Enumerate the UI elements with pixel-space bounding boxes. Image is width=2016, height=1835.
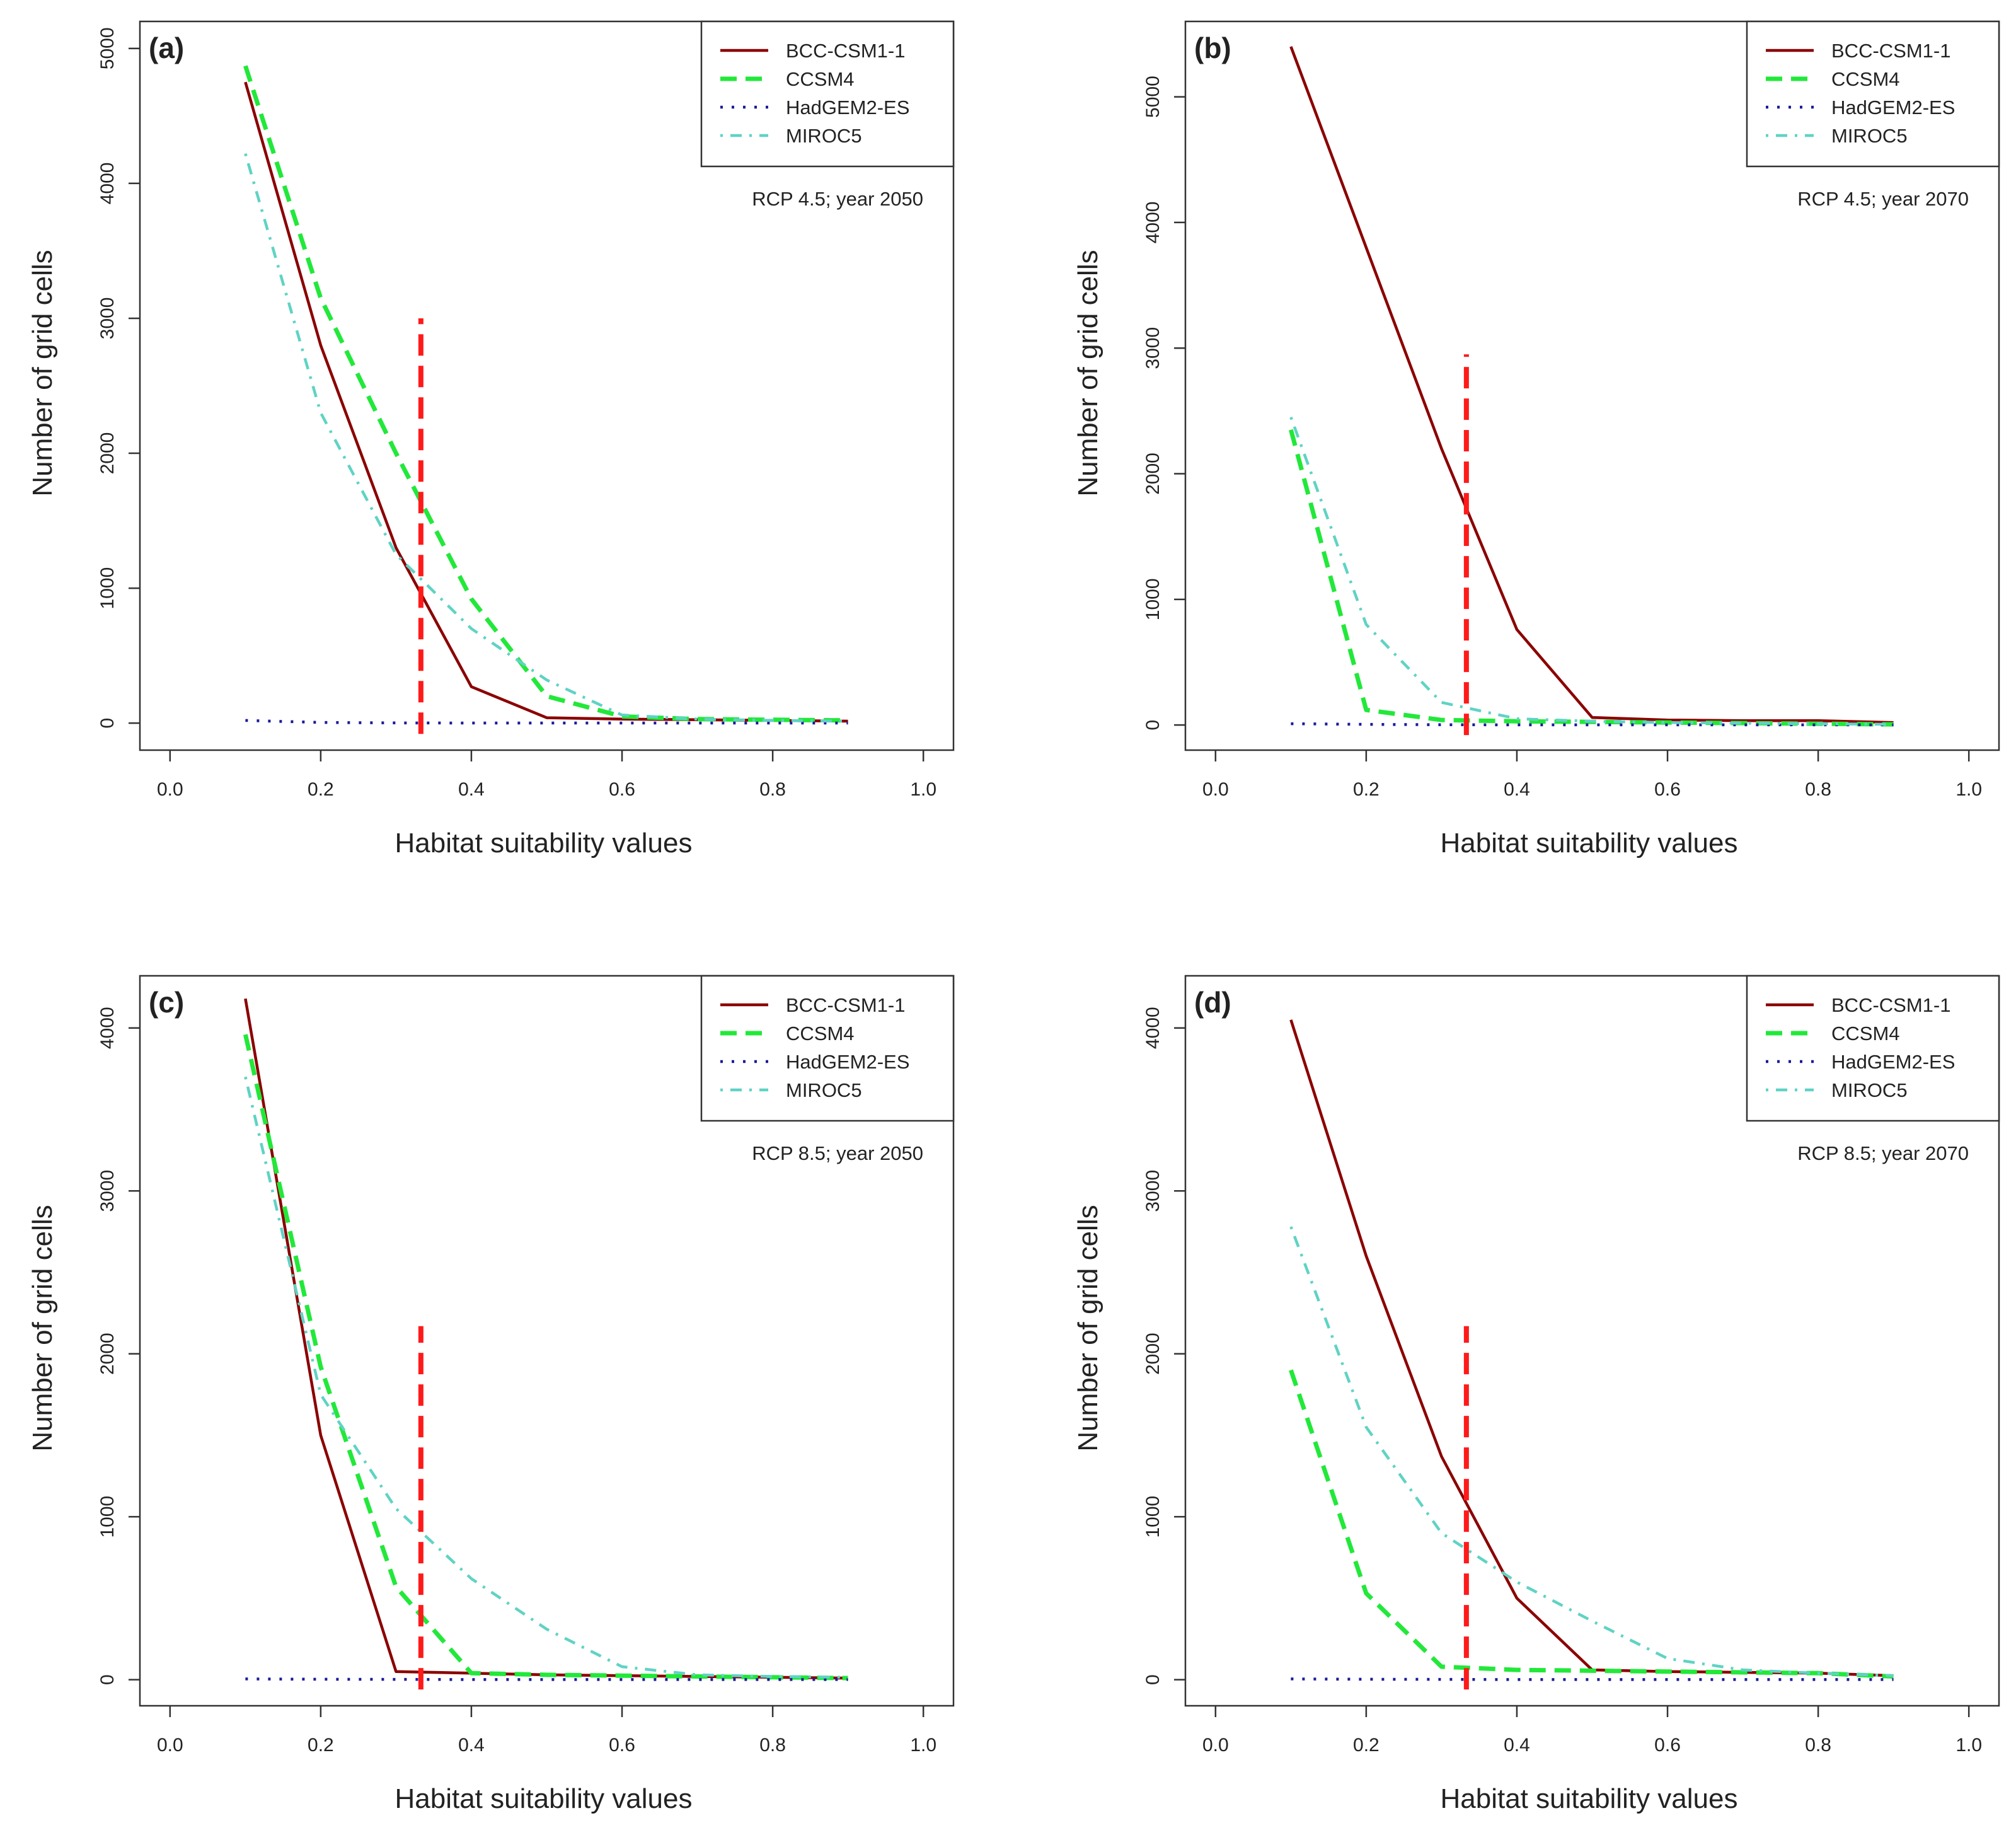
x-tick-label: 0.0 bbox=[157, 1735, 183, 1756]
x-tick-label: 0.4 bbox=[458, 779, 485, 800]
x-axis-title: Habitat suitability values bbox=[395, 1783, 692, 1814]
legend-entry: HadGEM2-ES bbox=[786, 96, 909, 119]
legend-entry: HadGEM2-ES bbox=[1831, 1051, 1955, 1073]
x-tick-label: 0.4 bbox=[1504, 1735, 1530, 1756]
y-axis-title: Number of grid cells bbox=[27, 1205, 58, 1451]
x-tick-label: 1.0 bbox=[910, 779, 936, 800]
y-tick-label: 2000 bbox=[1143, 1333, 1163, 1375]
scenario-annotation: RCP 8.5; year 2070 bbox=[1797, 1142, 1969, 1164]
panel-label: (c) bbox=[149, 986, 184, 1019]
legend-entry: CCSM4 bbox=[786, 68, 855, 90]
x-tick-label: 0.8 bbox=[759, 1735, 786, 1756]
x-tick-label: 1.0 bbox=[910, 1735, 936, 1756]
y-tick-label: 4000 bbox=[1143, 1007, 1163, 1049]
legend-entry: MIROC5 bbox=[1831, 1079, 1908, 1101]
y-tick-label: 1000 bbox=[1143, 578, 1163, 620]
y-tick-label: 0 bbox=[1143, 1674, 1163, 1685]
y-tick-label: 4000 bbox=[97, 1007, 118, 1049]
y-tick-label: 0 bbox=[97, 1674, 118, 1685]
legend-entry: MIROC5 bbox=[786, 1079, 862, 1101]
plot-frame bbox=[1184, 20, 2000, 751]
series-line-ccsm4 bbox=[1289, 1369, 1894, 1679]
legend-entry: MIROC5 bbox=[1831, 125, 1908, 147]
scenario-annotation: RCP 4.5; year 2070 bbox=[1797, 188, 1969, 210]
y-axis-title: Number of grid cells bbox=[27, 250, 58, 496]
plot-frame bbox=[1184, 975, 2000, 1707]
legend-entry: BCC-CSM1-1 bbox=[786, 40, 905, 62]
y-tick-label: 0 bbox=[97, 718, 118, 729]
legend-box bbox=[1746, 975, 2000, 1122]
x-tick-label: 1.0 bbox=[1956, 1735, 1982, 1756]
x-tick-label: 0.6 bbox=[609, 779, 635, 800]
x-tick-label: 0.6 bbox=[1654, 779, 1681, 800]
legend-entry: BCC-CSM1-1 bbox=[786, 994, 905, 1016]
x-tick-label: 0.4 bbox=[1504, 779, 1530, 800]
legend-entry: HadGEM2-ES bbox=[786, 1051, 909, 1073]
y-tick-label: 0 bbox=[1143, 720, 1163, 731]
y-tick-label: 2000 bbox=[97, 432, 118, 475]
y-tick-label: 4000 bbox=[1143, 202, 1163, 244]
y-tick-label: 2000 bbox=[97, 1333, 118, 1375]
series-line-ccsm4 bbox=[243, 1034, 848, 1681]
y-tick-label: 1000 bbox=[97, 1496, 118, 1538]
series-line-ccsm4 bbox=[1289, 429, 1894, 727]
x-tick-label: 0.6 bbox=[609, 1735, 635, 1756]
x-tick-label: 0.8 bbox=[1805, 779, 1831, 800]
plot-frame bbox=[139, 975, 955, 1707]
x-tick-label: 0.8 bbox=[1805, 1735, 1831, 1756]
y-tick-label: 3000 bbox=[1143, 327, 1163, 369]
x-axis-title: Habitat suitability values bbox=[1440, 828, 1737, 859]
x-tick-label: 0.2 bbox=[308, 1735, 334, 1756]
x-tick-label: 0.2 bbox=[308, 779, 334, 800]
legend-box bbox=[700, 975, 955, 1122]
x-axis-title: Habitat suitability values bbox=[1440, 1783, 1737, 1814]
y-tick-label: 1000 bbox=[1143, 1496, 1163, 1538]
panel-label: (d) bbox=[1194, 986, 1231, 1019]
scenario-annotation: RCP 4.5; year 2050 bbox=[752, 188, 923, 210]
legend-entry: CCSM4 bbox=[1831, 68, 1900, 90]
y-tick-label: 2000 bbox=[1143, 453, 1163, 495]
y-tick-label: 3000 bbox=[1143, 1170, 1163, 1212]
series-line-bcc-csm1-1 bbox=[244, 81, 848, 723]
legend-entry: HadGEM2-ES bbox=[1831, 96, 1955, 119]
x-tick-label: 0.0 bbox=[1202, 1735, 1229, 1756]
chart-panel: 0.0 0.2 0.4 0.6 0.8 1.0 0 1000 2000 3000 4000 Habit… bbox=[1073, 975, 2000, 1814]
x-tick-label: 0.4 bbox=[458, 1735, 485, 1756]
legend-entry: BCC-CSM1-1 bbox=[1831, 40, 1950, 62]
series-line-miroc5 bbox=[1289, 417, 1894, 726]
panel-label: (b) bbox=[1194, 32, 1231, 64]
legend-entry: MIROC5 bbox=[786, 125, 862, 147]
legend-entry: BCC-CSM1-1 bbox=[1831, 994, 1950, 1016]
scenario-annotation: RCP 8.5; year 2050 bbox=[752, 1142, 923, 1164]
y-tick-label: 1000 bbox=[97, 567, 118, 610]
series-line-miroc5 bbox=[244, 1076, 848, 1679]
x-axis-title: Habitat suitability values bbox=[395, 828, 692, 859]
legend-entry: CCSM4 bbox=[1831, 1022, 1900, 1045]
legend-entry: CCSM4 bbox=[786, 1022, 855, 1045]
x-tick-label: 0.2 bbox=[1353, 779, 1380, 800]
x-tick-label: 0.6 bbox=[1654, 1735, 1681, 1756]
y-tick-label: 3000 bbox=[97, 298, 118, 340]
x-tick-label: 0.0 bbox=[1202, 779, 1229, 800]
legend-box bbox=[1746, 20, 2000, 168]
y-tick-label: 5000 bbox=[1143, 76, 1163, 118]
chart-panel: 0.0 0.2 0.4 0.6 0.8 1.0 0 1000 2000 3000 4000 5000 H… bbox=[27, 20, 955, 859]
series-line-miroc5 bbox=[244, 153, 848, 723]
x-tick-label: 0.0 bbox=[157, 779, 183, 800]
chart-panel: 0.0 0.2 0.4 0.6 0.8 1.0 0 1000 2000 3000 4000 Habit… bbox=[27, 975, 955, 1814]
y-tick-label: 3000 bbox=[97, 1170, 118, 1212]
series-line-bcc-csm1-1 bbox=[1289, 46, 1894, 724]
legend-box bbox=[700, 20, 955, 168]
plot-frame bbox=[139, 20, 955, 751]
x-tick-label: 1.0 bbox=[1956, 779, 1982, 800]
chart-panel: 0.0 0.2 0.4 0.6 0.8 1.0 0 1000 2000 3000 4000 5000 H… bbox=[1073, 20, 2000, 859]
panel-label: (a) bbox=[149, 32, 184, 64]
y-tick-label: 5000 bbox=[97, 27, 118, 69]
y-axis-title: Number of grid cells bbox=[1073, 1205, 1103, 1451]
x-tick-label: 0.2 bbox=[1353, 1735, 1380, 1756]
y-axis-title: Number of grid cells bbox=[1073, 250, 1103, 496]
x-tick-label: 0.8 bbox=[759, 779, 786, 800]
y-tick-label: 4000 bbox=[97, 163, 118, 205]
